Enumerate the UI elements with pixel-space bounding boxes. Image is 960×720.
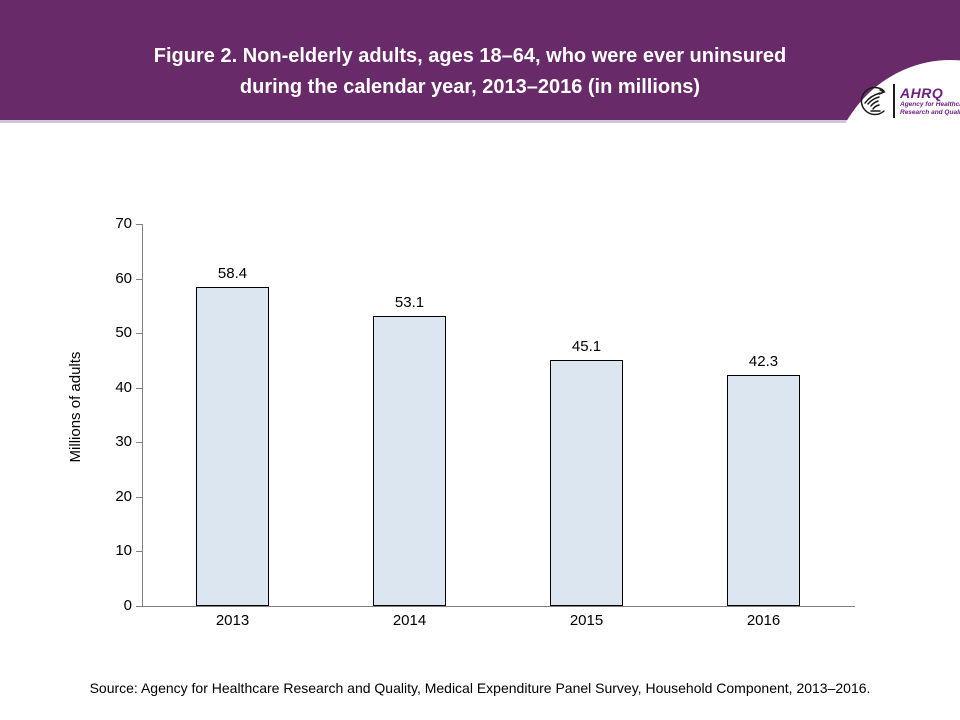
logo-divider [893,84,895,118]
figure-title-line2: during the calendar year, 2013–2016 (in … [239,76,701,98]
bar [373,316,446,606]
y-tick-label: 50 [115,324,132,341]
bar [196,287,269,606]
y-tick-mark [136,497,142,498]
y-tick-label: 70 [115,215,132,232]
logo-text: AHRQ Agency for Healthcare Research and … [900,86,960,116]
y-tick-mark [136,224,142,225]
x-category-label: 2016 [746,612,781,629]
x-axis-line [142,606,855,607]
bar-value-label: 42.3 [748,353,779,370]
ahrq-tagline-line2: Research and Quality [900,108,960,116]
y-tick-label: 30 [115,433,132,450]
header-banner: AHRQ Agency for Healthcare Research and … [0,0,960,123]
y-tick-mark [136,442,142,443]
y-tick-mark [136,551,142,552]
bar [727,375,800,606]
ahrq-logo: AHRQ Agency for Healthcare Research and … [856,84,960,118]
header-divider [0,120,960,123]
ahrq-tagline-line1: Agency for Healthcare [900,101,960,108]
y-tick-label: 40 [115,379,132,396]
y-tick-label: 20 [115,488,132,505]
y-tick-label: 60 [115,270,132,287]
x-category-label: 2014 [392,612,427,629]
y-axis-title: Millions of adults [67,351,84,463]
bar-value-label: 53.1 [394,294,425,311]
y-tick-mark [136,279,142,280]
x-category-label: 2015 [569,612,604,629]
y-tick-mark [136,388,142,389]
bar [550,360,623,606]
x-category-label: 2013 [215,612,250,629]
y-tick-label: 0 [123,597,132,614]
bar-value-label: 58.4 [217,265,248,282]
y-tick-label: 10 [115,542,132,559]
figure-title-line1: Figure 2. Non-elderly adults, ages 18–64… [153,45,787,67]
y-axis-line [142,224,143,606]
ahrq-wordmark: AHRQ [900,85,944,101]
bar-value-label: 45.1 [571,338,602,355]
y-tick-mark [136,606,142,607]
source-note: Source: Agency for Healthcare Research a… [89,680,871,696]
hhs-eagle-icon [860,86,886,116]
figure-title: Figure 2. Non-elderly adults, ages 18–64… [0,41,940,103]
y-tick-mark [136,333,142,334]
